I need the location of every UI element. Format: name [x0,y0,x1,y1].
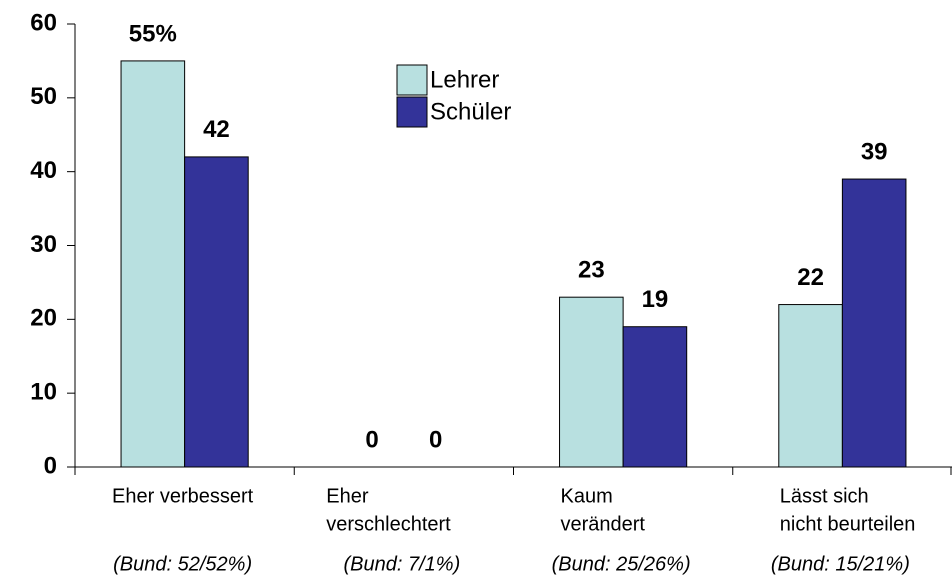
data-label: 0 [429,426,442,453]
category-note: (Bund: 15/21%) [771,553,910,575]
category-note: (Bund: 7/1%) [344,553,461,575]
x-tick-label: verändert [561,513,646,535]
data-label: 42 [203,116,230,143]
y-tick-label: 20 [30,305,57,332]
x-tick-label: nicht beurteilen [780,513,916,535]
legend-swatch [396,96,428,128]
bar [622,326,688,468]
data-label: 39 [861,138,888,165]
category-note: (Bund: 25/26%) [552,553,691,575]
x-tick-label: verschlechtert [326,513,451,535]
legend-label: Lehrer [430,66,499,93]
legend-label: Schüler [430,98,511,125]
data-label: 19 [642,286,669,313]
legend-swatch [396,64,428,96]
data-label: 0 [365,426,378,453]
y-tick-label: 10 [30,379,57,406]
x-tick-label: Lässt sich [780,485,869,507]
y-tick-label: 50 [30,83,57,110]
y-tick-label: 0 [44,452,57,479]
y-tick-label: 60 [30,9,57,36]
bar [120,60,186,468]
bar [778,304,843,468]
x-tick-label: Kaum [561,485,613,507]
data-label: 22 [797,264,824,291]
bar [841,178,907,468]
x-tick-label: Eher [326,485,369,507]
data-label: 23 [578,257,605,284]
y-tick-label: 40 [30,157,57,184]
category-note: (Bund: 52/52%) [113,553,252,575]
bar [559,296,624,468]
y-tick-label: 30 [30,231,57,258]
bar [184,156,249,468]
data-label: 55% [129,20,177,47]
x-tick-label: Eher verbessert [112,485,254,507]
